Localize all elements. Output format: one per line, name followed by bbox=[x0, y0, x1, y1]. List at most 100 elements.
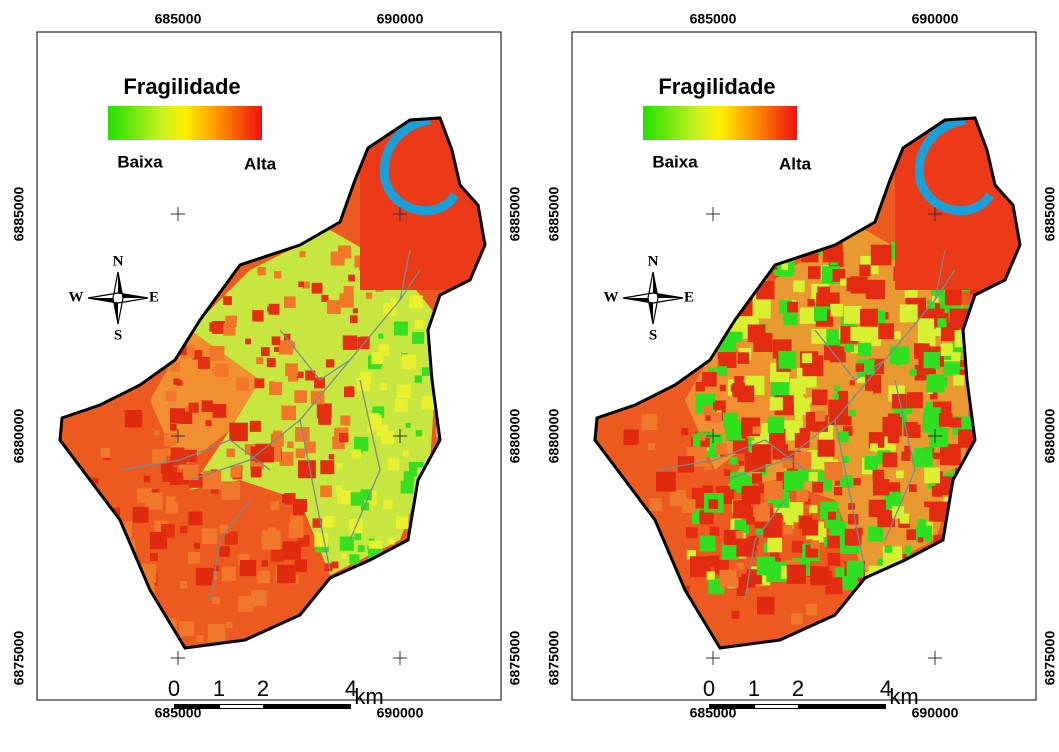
raster-cell bbox=[314, 532, 329, 547]
raster-cell bbox=[906, 392, 923, 409]
raster-cell bbox=[400, 480, 414, 494]
y-coord-label: 6885000 bbox=[1042, 187, 1058, 242]
raster-cell bbox=[328, 454, 335, 460]
raster-cell bbox=[230, 466, 242, 478]
raster-cell bbox=[270, 548, 284, 562]
compass-e: E bbox=[149, 289, 159, 305]
raster-cell bbox=[695, 381, 706, 392]
raster-cell bbox=[261, 560, 268, 567]
raster-cell bbox=[850, 326, 865, 342]
raster-cell bbox=[796, 490, 808, 502]
raster-cell bbox=[176, 380, 183, 386]
raster-cell bbox=[409, 295, 423, 309]
river bbox=[379, 118, 459, 215]
raster-cell bbox=[906, 529, 918, 540]
compass-fill bbox=[623, 272, 683, 324]
raster-cell bbox=[124, 409, 143, 428]
raster-cell bbox=[704, 463, 712, 470]
raster-cell bbox=[925, 401, 933, 408]
compass-s: S bbox=[114, 327, 122, 343]
raster-cell bbox=[781, 263, 789, 271]
raster-cell bbox=[853, 478, 861, 486]
raster-cell bbox=[311, 282, 323, 294]
raster-cell bbox=[270, 433, 284, 447]
raster-cell bbox=[285, 363, 298, 377]
raster-cell bbox=[681, 428, 689, 436]
raster-cell bbox=[834, 385, 841, 392]
raster-cell bbox=[202, 470, 222, 490]
raster-cell bbox=[394, 398, 408, 412]
raster-cell bbox=[899, 304, 918, 323]
raster-cell bbox=[890, 346, 908, 365]
raster-cell bbox=[807, 266, 821, 279]
raster-cell bbox=[931, 486, 943, 497]
raster-cell bbox=[802, 352, 813, 364]
raster-cell bbox=[875, 446, 882, 453]
raster-cell bbox=[245, 338, 251, 345]
raster-cell bbox=[719, 384, 726, 392]
raster-cell bbox=[292, 504, 305, 516]
raster-cell bbox=[254, 378, 265, 389]
raster-cell bbox=[887, 413, 901, 426]
raster-cell bbox=[783, 470, 804, 491]
raster-cell bbox=[211, 596, 220, 605]
scale-unit: km bbox=[889, 684, 918, 709]
raster-cell bbox=[809, 504, 818, 514]
raster-cell bbox=[922, 412, 943, 433]
raster-cell bbox=[219, 546, 230, 557]
raster-cell bbox=[805, 603, 818, 616]
raster-cell bbox=[294, 559, 307, 572]
raster-cell bbox=[953, 374, 965, 386]
raster-cell bbox=[297, 460, 316, 479]
raster-cell bbox=[702, 485, 714, 497]
raster-cell bbox=[943, 352, 952, 360]
raster-cell bbox=[337, 490, 352, 505]
scale-label: 2 bbox=[792, 676, 804, 701]
raster-cell bbox=[857, 372, 868, 383]
raster-cell bbox=[143, 475, 151, 483]
raster-cell bbox=[223, 296, 232, 305]
raster-cell bbox=[288, 523, 304, 538]
raster-cell bbox=[160, 460, 174, 474]
raster-cell bbox=[279, 451, 294, 466]
raster-cell bbox=[226, 448, 236, 458]
raster-cell bbox=[837, 390, 848, 402]
raster-cell bbox=[271, 336, 281, 346]
raster-cell bbox=[352, 308, 358, 314]
raster-cell bbox=[339, 432, 349, 443]
raster-cell bbox=[371, 352, 384, 365]
raster-cell bbox=[179, 525, 188, 534]
compass-w: W bbox=[69, 289, 84, 305]
raster-cell bbox=[882, 253, 889, 260]
y-coord-label: 6885000 bbox=[11, 187, 27, 242]
raster-cell bbox=[719, 569, 737, 587]
raster-cell bbox=[799, 307, 817, 324]
raster-cell bbox=[811, 389, 828, 406]
raster-cell bbox=[421, 367, 431, 376]
raster-cell bbox=[757, 596, 775, 615]
raster-cell bbox=[706, 571, 715, 580]
raster-cell bbox=[281, 405, 296, 421]
scale-label: 2 bbox=[257, 676, 269, 701]
raster-cell bbox=[718, 349, 737, 369]
raster-cell bbox=[899, 513, 910, 524]
raster-cell bbox=[282, 494, 291, 504]
raster-cell bbox=[383, 499, 393, 510]
raster-cell bbox=[178, 413, 186, 421]
compass-n: N bbox=[113, 253, 124, 269]
y-coord-label: 6885000 bbox=[507, 187, 523, 242]
raster-cell bbox=[179, 621, 195, 637]
raster-cell bbox=[733, 579, 742, 588]
raster-cell bbox=[831, 250, 841, 260]
raster-cell bbox=[767, 416, 785, 434]
raster-cell bbox=[330, 251, 345, 266]
raster-cell bbox=[212, 403, 227, 418]
raster-cell bbox=[716, 443, 728, 455]
raster-cell bbox=[747, 542, 757, 552]
raster-cell bbox=[708, 499, 719, 509]
raster-cell bbox=[316, 403, 332, 419]
raster-cell bbox=[769, 397, 783, 411]
raster-cell bbox=[344, 386, 355, 398]
raster-cell bbox=[213, 565, 220, 572]
